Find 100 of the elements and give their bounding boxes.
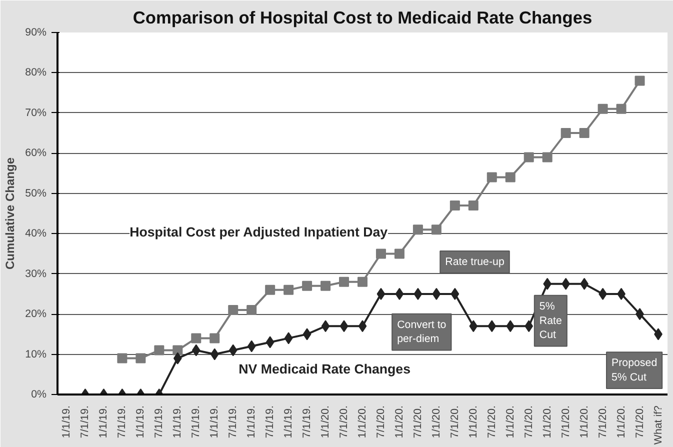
x-tick-label: 7/1/19. [116,405,128,438]
point [506,320,515,332]
y-tick-label: 70% [25,106,48,119]
point [247,340,256,352]
x-tick-label: 1/1/19. [134,405,147,438]
x-tick-label: 1/1/19. [246,405,258,438]
point [210,348,219,360]
x-tick-label: 7/1/20. [596,405,609,438]
point [265,284,276,295]
x-tick-label: 7/1/20. [522,405,535,438]
y-tick-label: 0% [31,388,48,400]
series-label: NV Medicaid Rate Changes [238,361,410,376]
x-tick-label: 7/1/19. [264,405,276,438]
chart-title: Comparison of Hospital Cost to Medicaid Rate Changes [132,8,592,28]
point [524,152,534,162]
y-tick-label: 80% [25,66,48,79]
point [524,320,534,332]
point [173,352,182,364]
point [376,288,386,300]
series-label: Hospital Cost per Adjusted Inpatient Day [130,224,388,240]
x-tick-label: 7/1/20. [412,405,424,438]
y-tick-label: 50% [25,187,48,200]
y-tick-label: 20% [25,308,48,320]
point [450,288,460,300]
annotation: Rate true-up [445,256,504,268]
x-tick-label: 7/1/20. [338,405,350,438]
point [192,344,200,356]
point [579,128,590,138]
point [228,305,238,316]
y-tick-label: 40% [25,228,48,240]
x-tick-label: 1/1/19. [60,405,73,438]
x-tick-label: 1/1/20. [393,405,406,438]
point [136,353,146,364]
x-tick-label: 1/1/20. [356,405,368,438]
point [486,172,497,182]
point [634,76,645,86]
y-tick-label: 30% [25,268,48,280]
x-tick-label: 7/1/20. [486,405,498,438]
x-tick-label: 1/1/19. [208,405,221,438]
x-tick-label: 1/1/20. [430,405,442,438]
x-tick-label: 1/1/20. [320,405,332,438]
point [505,172,516,182]
y-tick-label: 90% [25,26,48,38]
point [266,336,274,348]
point [284,284,294,295]
point [394,248,404,259]
point [598,104,608,114]
y-tick-label: 60% [25,147,48,160]
annotation: Proposed 5% Cut [612,357,658,384]
point [616,104,626,114]
x-tick-label: 7/1/19. [153,405,166,438]
point [488,320,496,332]
point [228,344,238,356]
x-tick-label: 7/1/20. [560,405,572,438]
x-tick-label: 7/1/20. [374,405,387,438]
point [450,200,460,210]
point [469,320,478,332]
x-tick-label: 1/1/20. [467,405,480,438]
point [358,276,368,287]
x-tick-label: 7/1/19. [79,405,92,438]
annotation: Convert to per-diem [397,318,446,346]
point [210,333,220,344]
point [154,345,164,356]
point [468,200,478,210]
point [542,152,552,162]
x-tick-label: 7/1/19. [190,405,202,438]
y-axis-title: Cumulative Change [3,157,18,270]
x-tick-label: 1/1/20. [541,405,554,438]
point [302,280,312,291]
point [358,320,367,332]
x-tick-label: 1/1/19. [98,405,110,438]
x-tick-label: What if? [652,405,664,445]
point [431,224,442,235]
point [320,280,331,291]
point [543,278,552,290]
point [412,224,423,235]
x-tick-label: 1/1/20. [615,405,628,438]
point [302,328,312,340]
point [432,288,441,300]
x-tick-label: 7/1/20. [634,405,646,438]
x-tick-label: 7/1/20. [448,405,461,438]
x-tick-label: 1/1/20. [578,405,590,438]
point [246,305,257,316]
point [339,276,350,287]
x-tick-label: 1/1/19. [172,405,184,438]
x-tick-label: 7/1/19. [227,405,240,438]
point [284,332,293,344]
x-tick-label: 1/1/20. [504,405,516,438]
point [321,320,330,332]
point [340,320,348,332]
point [172,345,183,356]
point [395,288,404,300]
point [414,288,422,300]
annotation: 5% Rate Cut [539,300,562,342]
point [560,128,571,138]
point [117,353,128,364]
point [376,248,386,259]
x-tick-label: 7/1/19. [301,405,314,438]
y-tick-label: 10% [25,348,48,360]
point [191,333,202,344]
